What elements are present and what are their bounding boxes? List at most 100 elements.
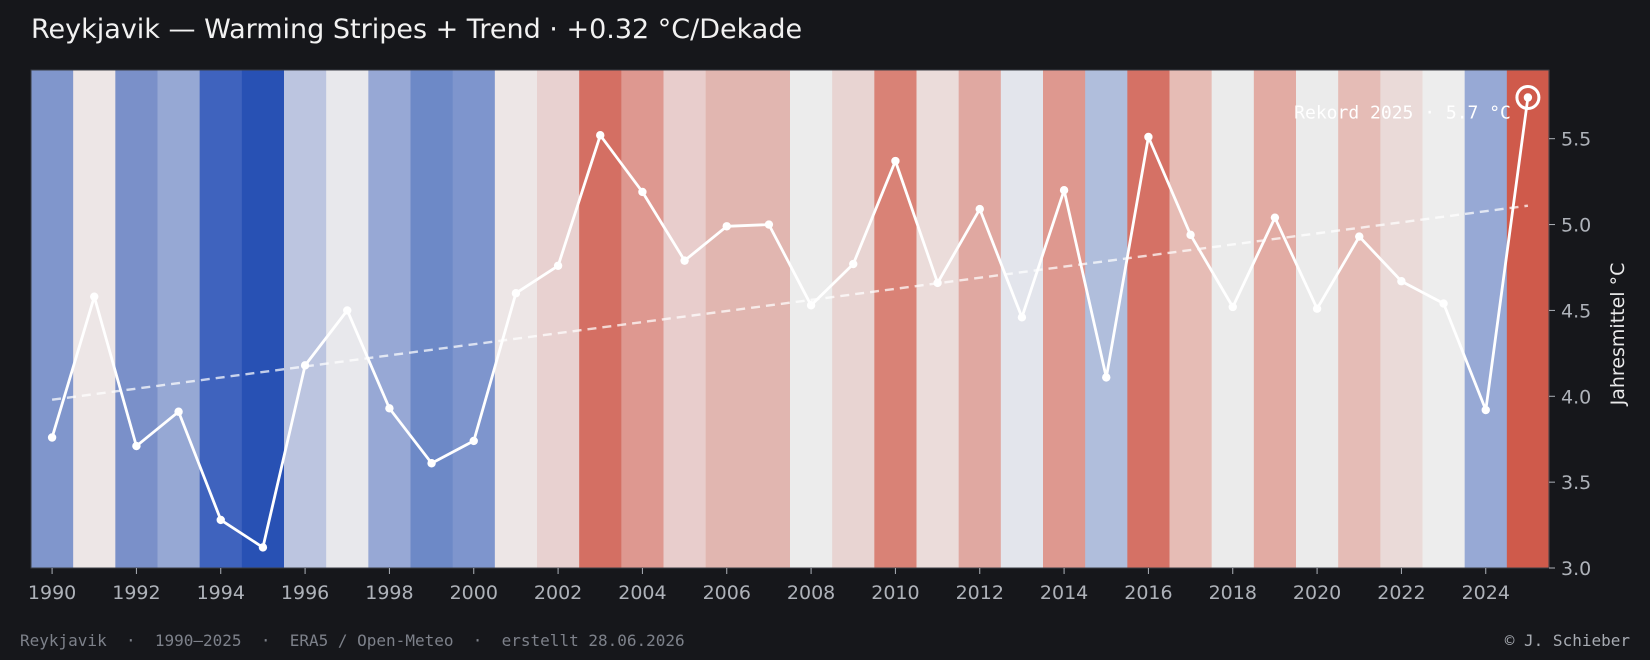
stripe-2017 [1169,70,1213,568]
data-point-2025 [1523,93,1533,102]
data-point-2023 [1439,299,1448,308]
stripe-2019 [1253,70,1297,568]
x-tick-label-2012: 2012 [956,582,1004,604]
data-point-2008 [806,301,816,310]
temperature-line [50,97,1530,549]
data-point-2018 [1228,302,1237,312]
stripe-2015 [1085,70,1128,568]
y-tick-label-5.0: 5.0 [1561,215,1591,237]
x-tick-label-2010: 2010 [871,582,919,604]
stripe-2012 [958,70,1002,568]
data-point-1993 [174,407,183,416]
data-point-2022 [1397,277,1406,286]
stripe-2025 [1506,70,1550,568]
stripe-1999 [410,70,454,568]
x-tick-label-1992: 1992 [112,582,160,604]
stripe-2023 [1422,70,1466,568]
stripe-2009 [832,70,875,568]
stripe-1994 [199,70,243,568]
x-tick-label-1998: 1998 [365,582,413,604]
temperature-line-group [50,97,1530,549]
stripe-2008 [790,70,833,568]
x-tick-label-2016: 2016 [1124,582,1172,604]
data-point-2017 [1186,230,1195,240]
data-point-2011 [933,278,942,288]
stripe-2020 [1296,70,1339,568]
x-tick-label-2004: 2004 [618,582,666,604]
stripe-2010 [874,70,918,568]
plot-frame [30,69,1550,569]
data-point-2007 [764,220,774,229]
stripe-1997 [326,70,369,568]
y-tick-label-3.5: 3.5 [1561,472,1591,494]
stripe-2011 [916,70,960,568]
data-point-2009 [849,259,858,269]
data-point-2001 [511,289,521,298]
stripe-2014 [1043,70,1086,568]
x-tick-label-2020: 2020 [1293,582,1341,604]
data-point-1992 [132,441,141,451]
stripe-1992 [115,70,159,568]
data-point-2015 [1102,373,1111,382]
stripe-2016 [1127,70,1171,568]
data-point-1996 [300,361,310,370]
stripe-2002 [537,70,580,568]
y-tick-label-5.5: 5.5 [1561,129,1591,151]
x-tick-label-2024: 2024 [1462,582,1510,604]
data-point-2020 [1312,304,1322,313]
x-tick-label-2000: 2000 [450,582,498,604]
x-tick-label-1990: 1990 [28,582,76,604]
data-point-2003 [596,131,605,140]
data-point-2012 [975,204,984,214]
data-point-2013 [1017,313,1027,322]
data-point-1991 [90,292,99,301]
stripe-2007 [747,70,791,568]
data-point-2021 [1355,232,1364,241]
stripe-2021 [1338,70,1381,568]
stripe-2001 [494,70,538,568]
data-point-2000 [469,436,478,446]
data-point-1999 [427,459,436,468]
data-point-2002 [553,261,563,270]
stripe-1996 [284,70,327,568]
x-tick-label-2018: 2018 [1209,582,1257,604]
data-point-2019 [1270,213,1280,222]
stripe-1990 [31,70,74,568]
data-point-2014 [1059,186,1069,195]
stripe-1993 [157,70,201,568]
record-ring [1515,84,1541,110]
data-point-2024 [1481,405,1490,415]
data-point-1995 [258,543,268,552]
x-tick-label-2002: 2002 [534,582,582,604]
data-point-2010 [891,156,900,166]
data-point-2016 [1144,132,1153,142]
data-point-2005 [680,256,689,265]
data-point-1994 [216,515,225,525]
chart-title: Reykjavik — Warming Stripes + Trend · +0… [31,14,803,45]
stripe-2003 [579,70,622,568]
data-point-1990 [47,433,57,442]
data-point-2004 [638,187,647,197]
y-axis-label: Jahresmittel °C [1607,263,1629,407]
data-points [47,93,1533,552]
stripe-1995 [241,70,285,568]
stripe-2022 [1380,70,1424,568]
x-tick-label-1996: 1996 [281,582,329,604]
stripe-2018 [1211,70,1255,568]
x-tick-label-1994: 1994 [197,582,245,604]
x-tick-label-2006: 2006 [703,582,751,604]
x-tick-label-2014: 2014 [1040,582,1088,604]
stripe-2024 [1464,70,1508,568]
x-tick-label-2008: 2008 [787,582,835,604]
data-point-2006 [722,222,731,231]
warming-stripes [30,69,1550,569]
y-tick-label-4.5: 4.5 [1561,300,1591,322]
record-marker-group: Rekord 2025 · 5.7 °C [1294,84,1541,123]
stripe-1991 [73,70,116,568]
x-tick-label-2022: 2022 [1377,582,1425,604]
stripe-2000 [452,70,496,568]
footer-copyright: © J. Schieber [1504,631,1630,650]
y-tick-label-4.0: 4.0 [1561,386,1591,408]
data-point-1997 [343,306,352,315]
